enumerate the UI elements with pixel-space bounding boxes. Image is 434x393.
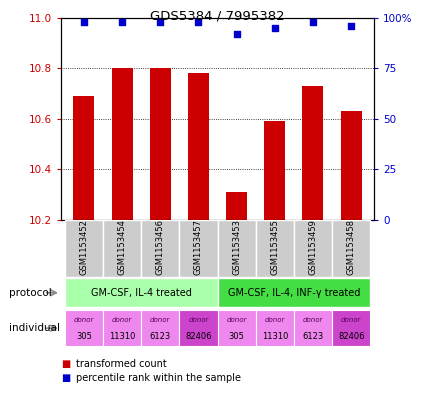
Text: GSM1153453: GSM1153453 xyxy=(232,219,240,275)
Point xyxy=(118,18,125,25)
Text: GSM1153455: GSM1153455 xyxy=(270,220,279,275)
Bar xyxy=(103,310,141,346)
Bar xyxy=(149,68,170,220)
Text: 82406: 82406 xyxy=(337,332,364,341)
Bar xyxy=(302,86,323,220)
Bar xyxy=(65,278,217,307)
Bar xyxy=(255,310,293,346)
Text: donor: donor xyxy=(73,316,94,323)
Text: transformed count: transformed count xyxy=(76,359,167,369)
Text: GSM1153459: GSM1153459 xyxy=(308,220,317,275)
Bar xyxy=(264,121,285,220)
Bar xyxy=(293,310,331,346)
Text: GSM1153454: GSM1153454 xyxy=(117,220,126,275)
Text: GSM1153457: GSM1153457 xyxy=(194,219,202,275)
Text: GSM1153456: GSM1153456 xyxy=(155,219,164,275)
Bar xyxy=(217,220,255,277)
Point xyxy=(233,31,240,37)
Bar xyxy=(141,220,179,277)
Bar xyxy=(65,310,103,346)
Bar xyxy=(179,310,217,346)
Text: 6123: 6123 xyxy=(149,332,171,341)
Text: percentile rank within the sample: percentile rank within the sample xyxy=(76,373,240,383)
Point xyxy=(80,18,87,25)
Text: GSM1153452: GSM1153452 xyxy=(79,220,88,275)
Bar xyxy=(217,278,369,307)
Point xyxy=(156,18,163,25)
Bar xyxy=(340,111,361,220)
Text: GDS5384 / 7995382: GDS5384 / 7995382 xyxy=(150,10,284,23)
Text: donor: donor xyxy=(188,316,208,323)
Text: individual: individual xyxy=(9,323,59,333)
Bar xyxy=(103,220,141,277)
Bar xyxy=(331,310,369,346)
Point xyxy=(309,18,316,25)
Bar xyxy=(255,220,293,277)
Text: donor: donor xyxy=(226,316,246,323)
Bar xyxy=(179,220,217,277)
Bar xyxy=(65,220,103,277)
Point xyxy=(347,23,354,29)
Text: 11310: 11310 xyxy=(261,332,287,341)
Bar xyxy=(187,73,208,220)
Bar xyxy=(111,68,132,220)
Text: ■: ■ xyxy=(61,359,70,369)
Bar xyxy=(73,96,94,220)
Point xyxy=(271,25,278,31)
Text: donor: donor xyxy=(150,316,170,323)
Bar xyxy=(293,220,331,277)
Text: donor: donor xyxy=(112,316,132,323)
Point xyxy=(194,18,201,25)
Text: donor: donor xyxy=(302,316,322,323)
Bar xyxy=(217,310,255,346)
Text: ■: ■ xyxy=(61,373,70,383)
Text: 305: 305 xyxy=(76,332,92,341)
Text: protocol: protocol xyxy=(9,288,51,298)
Bar xyxy=(331,220,369,277)
Text: GSM1153458: GSM1153458 xyxy=(346,219,355,275)
Text: 305: 305 xyxy=(228,332,244,341)
Text: GM-CSF, IL-4, INF-γ treated: GM-CSF, IL-4, INF-γ treated xyxy=(227,288,359,298)
Text: 6123: 6123 xyxy=(302,332,323,341)
Bar xyxy=(141,310,179,346)
Text: 11310: 11310 xyxy=(108,332,135,341)
Bar xyxy=(226,192,247,220)
Text: donor: donor xyxy=(264,316,284,323)
Text: donor: donor xyxy=(340,316,361,323)
Text: GM-CSF, IL-4 treated: GM-CSF, IL-4 treated xyxy=(90,288,191,298)
Text: 82406: 82406 xyxy=(185,332,211,341)
